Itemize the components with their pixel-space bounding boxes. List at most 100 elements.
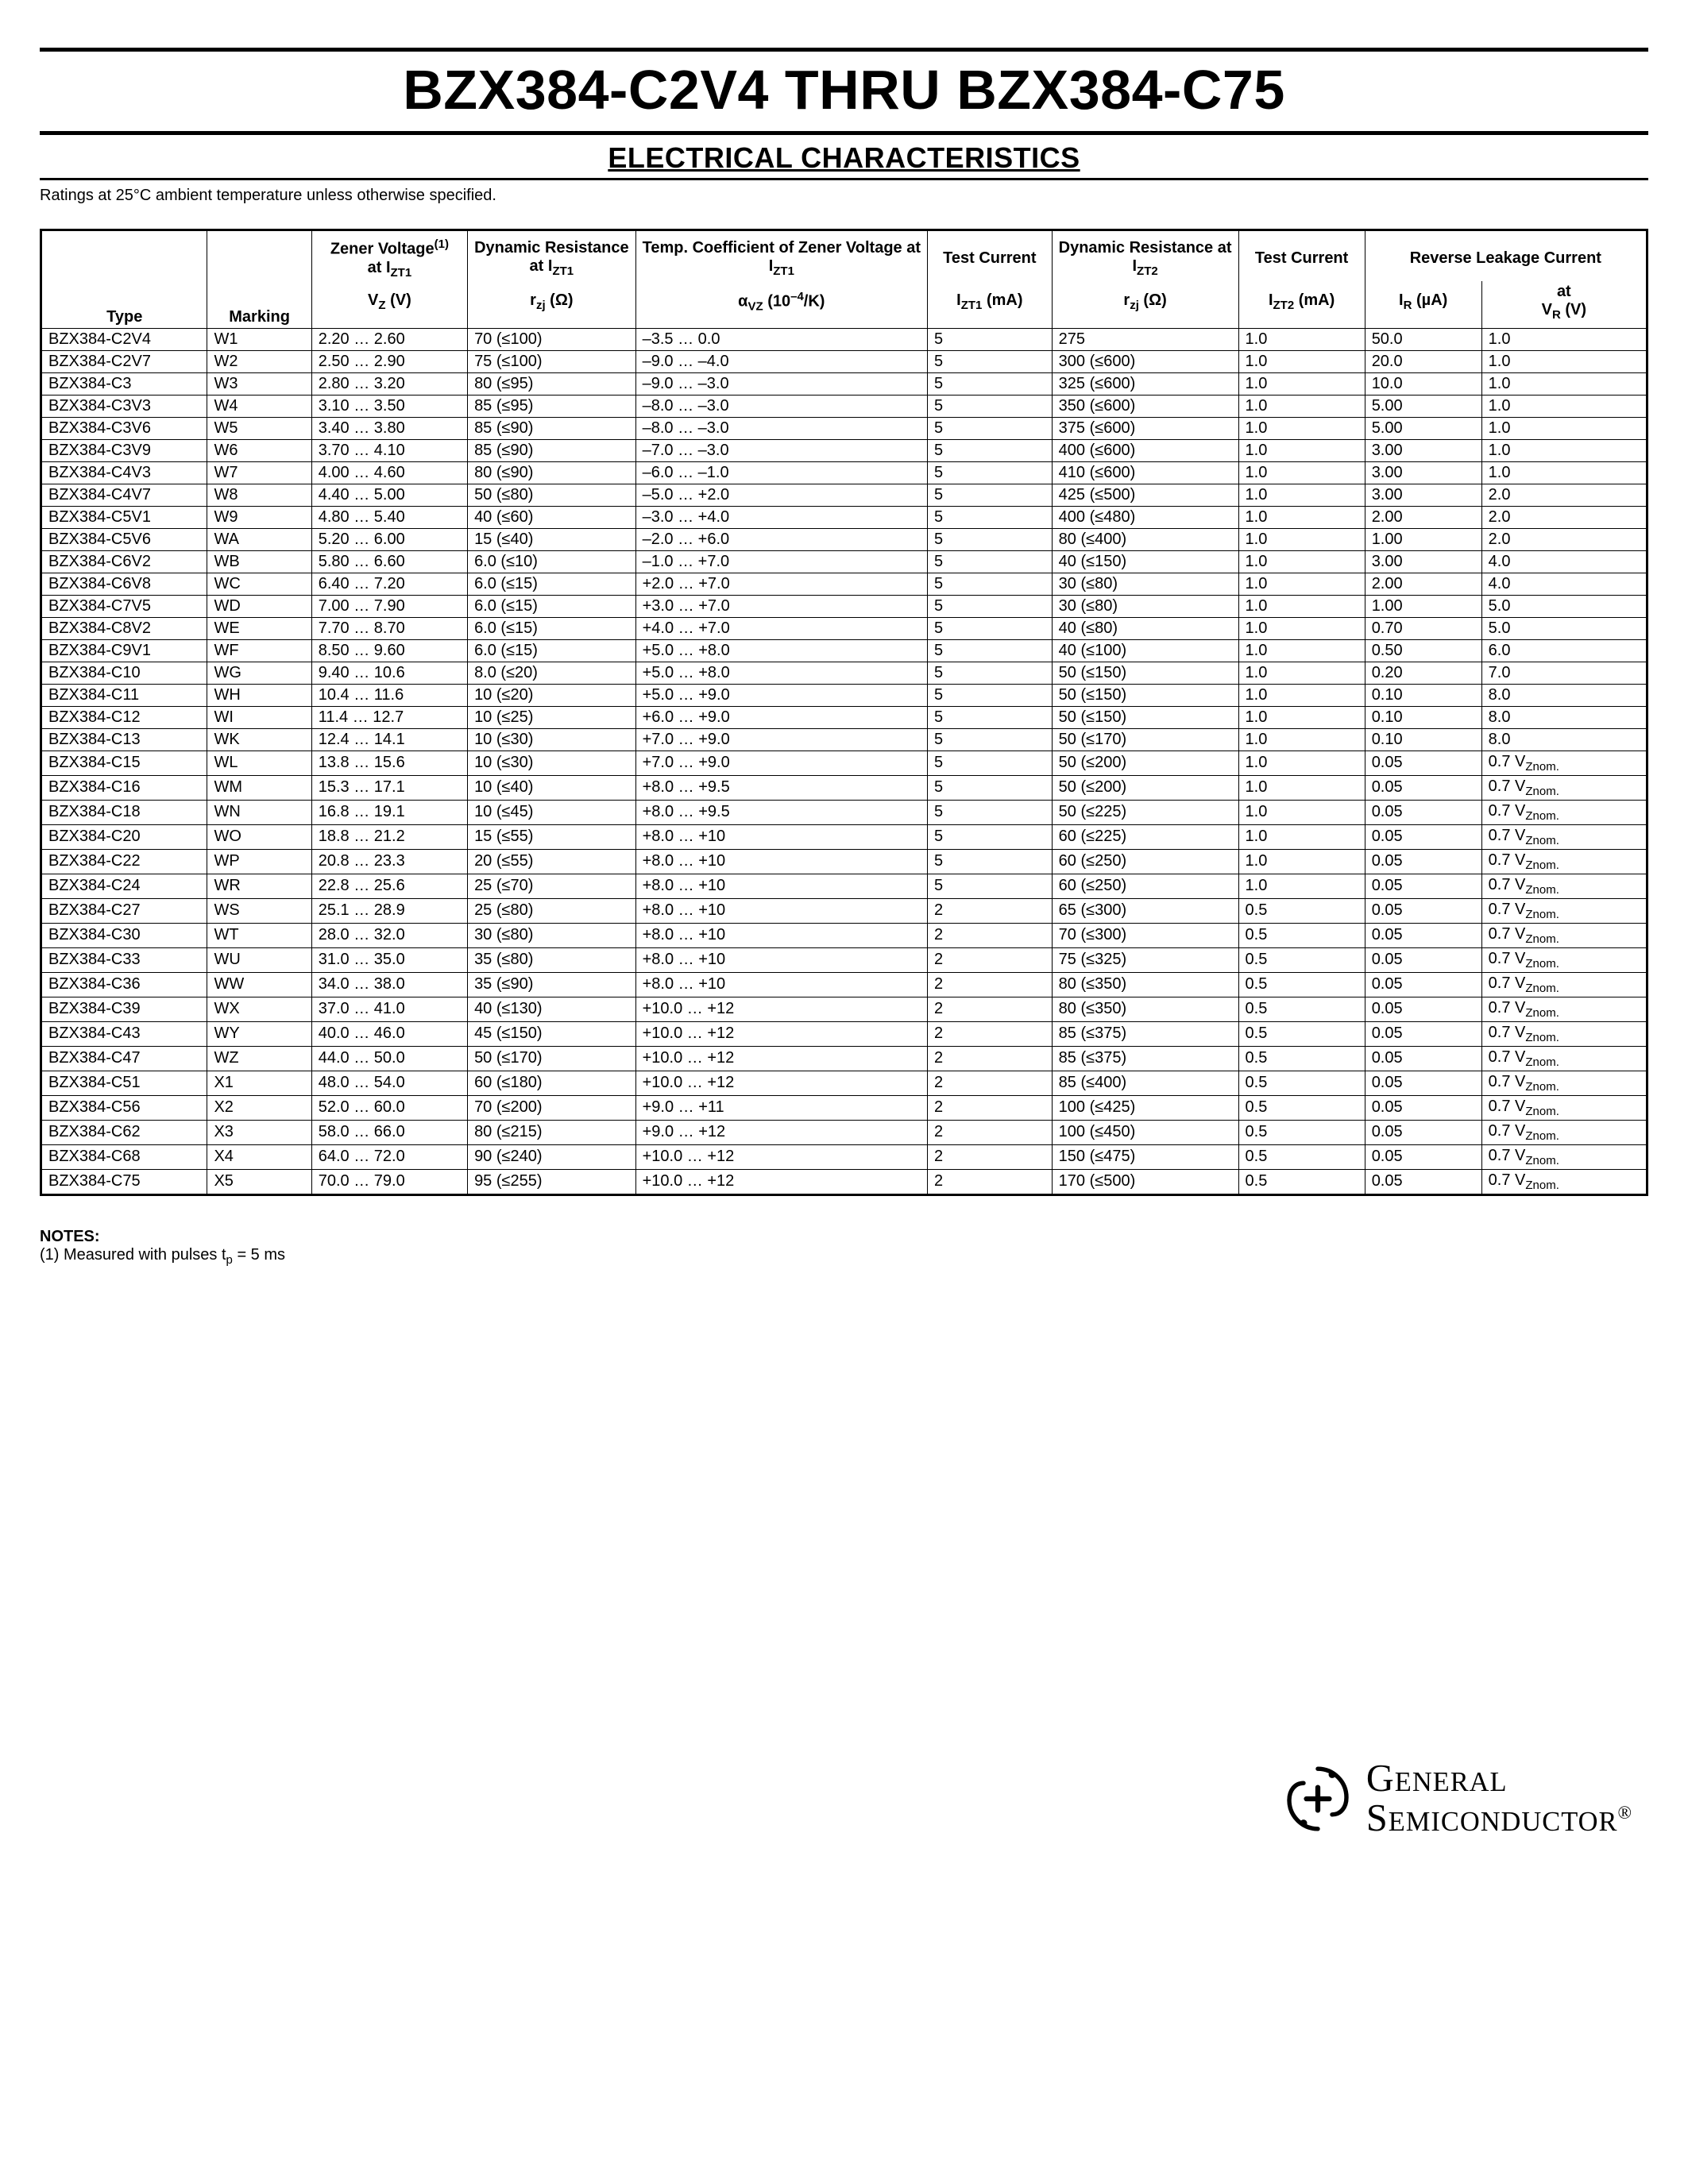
table-cell: 60 (≤250): [1052, 849, 1238, 874]
table-cell: 2: [928, 1046, 1053, 1071]
table-row: BZX384-C12WI11.4 … 12.710 (≤25)+6.0 … +9…: [41, 706, 1647, 728]
table-cell: 5: [928, 350, 1053, 372]
table-cell: 85 (≤375): [1052, 1021, 1238, 1046]
table-cell: WF: [207, 639, 311, 662]
page-subtitle: ELECTRICAL CHARACTERISTICS: [40, 141, 1648, 175]
table-cell: 5: [928, 328, 1053, 350]
table-cell: BZX384-C30: [41, 923, 207, 947]
table-cell: –8.0 … –3.0: [635, 417, 927, 439]
table-cell: 5: [928, 617, 1053, 639]
table-row: BZX384-C7V5WD7.00 … 7.906.0 (≤15)+3.0 … …: [41, 595, 1647, 617]
table-cell: +5.0 … +9.0: [635, 684, 927, 706]
table-cell: 50 (≤200): [1052, 775, 1238, 800]
table-cell: –1.0 … +7.0: [635, 550, 927, 573]
table-cell: 2: [928, 923, 1053, 947]
table-cell: 1.0: [1238, 728, 1365, 751]
table-cell: 0.7 VZnom.: [1481, 972, 1647, 997]
table-row: BZX384-C22WP20.8 … 23.320 (≤55)+8.0 … +1…: [41, 849, 1647, 874]
company-logo-icon: [1282, 1763, 1354, 1835]
table-cell: –7.0 … –3.0: [635, 439, 927, 461]
table-cell: W6: [207, 439, 311, 461]
table-cell: 5: [928, 662, 1053, 684]
table-cell: 85 (≤375): [1052, 1046, 1238, 1071]
table-cell: +10.0 … +12: [635, 1169, 927, 1194]
table-cell: 0.7 VZnom.: [1481, 800, 1647, 824]
table-cell: BZX384-C3: [41, 372, 207, 395]
table-cell: 0.7 VZnom.: [1481, 1169, 1647, 1194]
col-rzj2: rzj (Ω): [1052, 281, 1238, 329]
table-cell: 25 (≤70): [468, 874, 636, 898]
table-row: BZX384-C33WU31.0 … 35.035 (≤80)+8.0 … +1…: [41, 947, 1647, 972]
table-cell: 1.0: [1238, 484, 1365, 506]
table-row: BZX384-C2V4W12.20 … 2.6070 (≤100)–3.5 … …: [41, 328, 1647, 350]
table-cell: 2.00: [1365, 573, 1481, 595]
table-cell: 1.0: [1238, 775, 1365, 800]
table-cell: 2.80 … 3.20: [311, 372, 467, 395]
table-cell: BZX384-C47: [41, 1046, 207, 1071]
table-cell: WX: [207, 997, 311, 1021]
table-cell: 6.0 (≤15): [468, 639, 636, 662]
table-cell: 3.00: [1365, 550, 1481, 573]
table-cell: WK: [207, 728, 311, 751]
table-cell: 5: [928, 595, 1053, 617]
table-cell: 10 (≤25): [468, 706, 636, 728]
table-cell: 13.8 … 15.6: [311, 751, 467, 775]
table-cell: WP: [207, 849, 311, 874]
col-dyn-resistance: Dynamic Resistance at IZT1: [468, 230, 636, 281]
table-row: BZX384-C9V1WF8.50 … 9.606.0 (≤15)+5.0 … …: [41, 639, 1647, 662]
table-cell: 20.0: [1365, 350, 1481, 372]
table-cell: 2.0: [1481, 484, 1647, 506]
table-cell: 10 (≤30): [468, 728, 636, 751]
table-cell: 0.5: [1238, 898, 1365, 923]
table-cell: 22.8 … 25.6: [311, 874, 467, 898]
table-cell: 8.0 (≤20): [468, 662, 636, 684]
table-cell: 8.50 … 9.60: [311, 639, 467, 662]
table-cell: 5: [928, 417, 1053, 439]
table-cell: 6.0 (≤15): [468, 595, 636, 617]
table-cell: 5: [928, 372, 1053, 395]
table-cell: 50 (≤150): [1052, 684, 1238, 706]
table-cell: 5.20 … 6.00: [311, 528, 467, 550]
table-cell: 5.0: [1481, 595, 1647, 617]
table-cell: 0.5: [1238, 997, 1365, 1021]
table-cell: W9: [207, 506, 311, 528]
table-row: BZX384-C20WO18.8 … 21.215 (≤55)+8.0 … +1…: [41, 824, 1647, 849]
table-row: BZX384-C30WT28.0 … 32.030 (≤80)+8.0 … +1…: [41, 923, 1647, 947]
table-row: BZX384-C39WX37.0 … 41.040 (≤130)+10.0 … …: [41, 997, 1647, 1021]
table-cell: 40 (≤130): [468, 997, 636, 1021]
table-cell: BZX384-C56: [41, 1095, 207, 1120]
table-cell: 1.0: [1238, 617, 1365, 639]
table-cell: 1.0: [1238, 573, 1365, 595]
table-cell: 0.7 VZnom.: [1481, 1095, 1647, 1120]
table-cell: 1.0: [1238, 395, 1365, 417]
table-cell: 0.05: [1365, 1144, 1481, 1169]
table-cell: BZX384-C36: [41, 972, 207, 997]
table-cell: 1.0: [1238, 461, 1365, 484]
characteristics-table: Type Marking Zener Voltage(1) at IZT1 Dy…: [40, 229, 1648, 1196]
table-cell: WW: [207, 972, 311, 997]
table-cell: 40 (≤100): [1052, 639, 1238, 662]
table-cell: 50 (≤200): [1052, 751, 1238, 775]
table-cell: WD: [207, 595, 311, 617]
table-cell: 5: [928, 775, 1053, 800]
notes-section: NOTES: (1) Measured with pulses tp = 5 m…: [40, 1228, 1648, 1267]
table-cell: +9.0 … +11: [635, 1095, 927, 1120]
table-cell: 0.10: [1365, 728, 1481, 751]
col-test-current: Test Current: [928, 230, 1053, 281]
table-cell: 1.0: [1238, 506, 1365, 528]
table-cell: 0.7 VZnom.: [1481, 1046, 1647, 1071]
table-cell: +10.0 … +12: [635, 1046, 927, 1071]
table-body: BZX384-C2V4W12.20 … 2.6070 (≤100)–3.5 … …: [41, 328, 1647, 1194]
table-cell: BZX384-C3V6: [41, 417, 207, 439]
table-cell: 2: [928, 1095, 1053, 1120]
table-cell: BZX384-C20: [41, 824, 207, 849]
table-cell: 4.0: [1481, 550, 1647, 573]
table-cell: 1.0: [1238, 684, 1365, 706]
table-row: BZX384-C68X464.0 … 72.090 (≤240)+10.0 … …: [41, 1144, 1647, 1169]
col-rzj: rzj (Ω): [468, 281, 636, 329]
table-cell: 0.10: [1365, 706, 1481, 728]
table-cell: 0.5: [1238, 1169, 1365, 1194]
table-cell: 1.0: [1238, 595, 1365, 617]
table-cell: BZX384-C18: [41, 800, 207, 824]
table-cell: BZX384-C6V2: [41, 550, 207, 573]
